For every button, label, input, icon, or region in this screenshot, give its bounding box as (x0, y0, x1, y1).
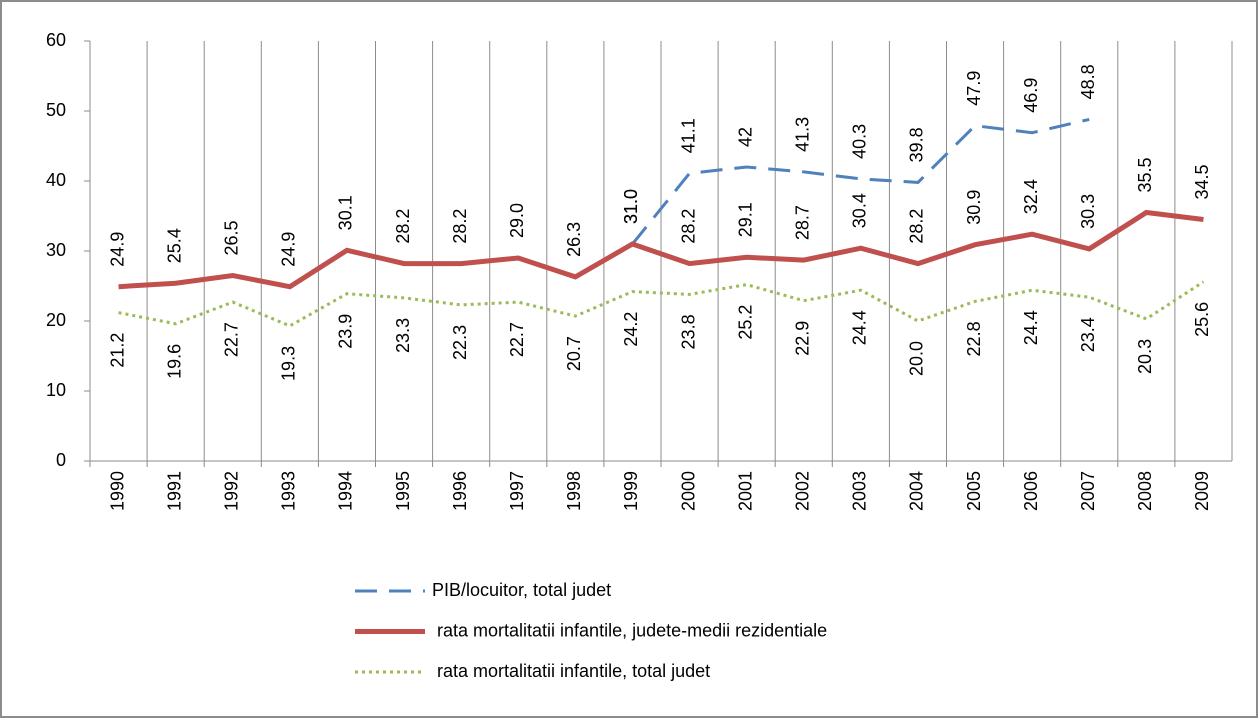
data-label: 32.4 (1021, 179, 1041, 214)
x-tick-label: 2000 (678, 471, 698, 511)
y-tick-label: 10 (46, 380, 66, 400)
data-label: 28.2 (678, 209, 698, 244)
data-label: 41.1 (678, 118, 698, 153)
data-label: 19.3 (279, 346, 299, 381)
x-tick-label: 1999 (621, 471, 641, 511)
data-label: 40.3 (850, 124, 870, 159)
x-tick-label: 2005 (964, 471, 984, 511)
data-label: 22.3 (450, 325, 470, 360)
data-label: 48.8 (1078, 64, 1098, 99)
x-tick-label: 2006 (1021, 471, 1041, 511)
data-label: 25.6 (1192, 302, 1212, 337)
data-label: 31.0 (621, 189, 641, 224)
x-tick-label: 1997 (507, 471, 527, 511)
x-tick-label: 1998 (564, 471, 584, 511)
data-label: 34.5 (1192, 164, 1212, 199)
data-label: 24.9 (279, 232, 299, 267)
y-tick-label: 30 (46, 240, 66, 260)
data-label: 46.9 (1021, 78, 1041, 113)
data-label: 21.2 (107, 333, 127, 368)
data-label: 31.0 (621, 189, 641, 224)
data-label: 26.5 (222, 220, 242, 255)
data-label: 22.7 (507, 322, 527, 357)
x-tick-label: 1994 (336, 471, 356, 511)
legend-label: rata mortalitatii infantile, judete-medi… (437, 620, 827, 640)
legend-label: rata mortalitatii infantile, total judet (437, 661, 710, 681)
data-label: 25.4 (164, 228, 184, 263)
series-line (118, 209, 1204, 290)
data-label: 23.4 (1078, 317, 1098, 352)
legend-label: PIB/locuitor, total judet (432, 580, 611, 600)
x-tick-label: 1990 (107, 471, 127, 511)
data-label: 22.9 (793, 321, 813, 356)
x-tick-label: 2009 (1192, 471, 1212, 511)
data-label: 23.8 (678, 314, 698, 349)
x-tick-label: 1991 (164, 471, 184, 511)
data-label: 47.9 (964, 71, 984, 106)
data-label: 25.2 (735, 305, 755, 340)
data-label: 28.2 (393, 209, 413, 244)
data-label: 22.7 (222, 322, 242, 357)
y-tick-label: 60 (46, 30, 66, 50)
x-tick-label: 1992 (222, 471, 242, 511)
data-label: 35.5 (1135, 157, 1155, 192)
data-label: 24.9 (107, 232, 127, 267)
x-tick-label: 2007 (1078, 471, 1098, 511)
data-label: 23.3 (393, 318, 413, 353)
data-label: 42 (735, 127, 755, 147)
x-tick-label: 2004 (907, 471, 927, 511)
data-label: 28.2 (907, 209, 927, 244)
data-label: 24.2 (621, 312, 641, 347)
x-tick-label: 1993 (279, 471, 299, 511)
x-tick-label: 2002 (793, 471, 813, 511)
data-label: 20.3 (1135, 339, 1155, 374)
x-tick-label: 1996 (450, 471, 470, 511)
data-label: 20.7 (564, 336, 584, 371)
data-label: 41.3 (793, 117, 813, 152)
data-label: 28.7 (793, 205, 813, 240)
data-label: 29.0 (507, 203, 527, 238)
series-line (118, 280, 1205, 328)
x-tick-label: 2001 (735, 471, 755, 511)
data-label: 28.2 (450, 209, 470, 244)
data-label: 19.6 (164, 344, 184, 379)
y-tick-label: 0 (56, 450, 66, 470)
data-label: 23.9 (336, 314, 356, 349)
data-label: 24.4 (1021, 310, 1041, 345)
data-label: 30.9 (964, 190, 984, 225)
data-label: 30.3 (1078, 194, 1098, 229)
y-tick-label: 40 (46, 170, 66, 190)
data-label: 30.4 (850, 193, 870, 228)
x-tick-label: 2008 (1135, 471, 1155, 511)
data-label: 20.0 (907, 341, 927, 376)
y-tick-label: 20 (46, 310, 66, 330)
series-line (631, 117, 1090, 245)
data-label: 26.3 (564, 222, 584, 257)
x-tick-label: 2003 (850, 471, 870, 511)
data-label: 29.1 (735, 202, 755, 237)
data-label: 39.8 (907, 127, 927, 162)
data-label: 22.8 (964, 321, 984, 356)
data-label: 24.4 (850, 310, 870, 345)
y-tick-label: 50 (46, 100, 66, 120)
data-label: 30.1 (336, 195, 356, 230)
x-tick-label: 1995 (393, 471, 413, 511)
